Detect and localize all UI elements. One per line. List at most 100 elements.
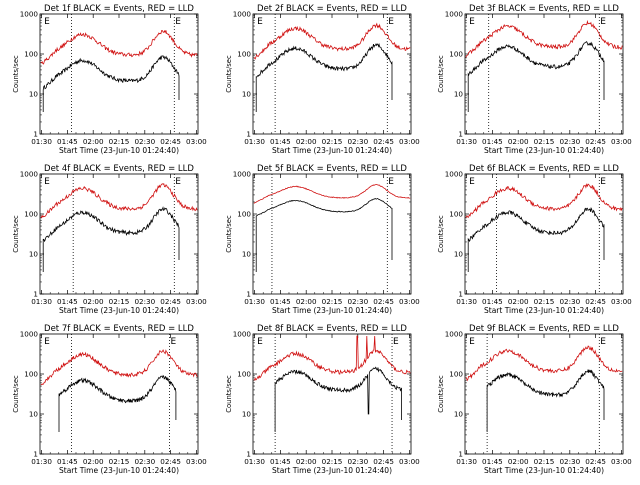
y-axis-label: Counts/sec <box>225 215 233 253</box>
event-marker-label: E <box>44 337 50 347</box>
x-tick-label: 01:45 <box>482 297 503 306</box>
x-tick-label: 02:00 <box>508 297 529 306</box>
y-tick-label: 1000 <box>445 330 464 339</box>
detector-panel-4: Det 4f BLACK = Events, RED = LLD 1 10 100 10… <box>12 164 207 315</box>
x-tick-label: 01:45 <box>57 457 78 466</box>
x-tick-label: 02:45 <box>585 297 606 306</box>
y-tick-label: 10 <box>242 410 252 419</box>
x-tick-label: 01:30 <box>244 297 265 306</box>
y-tick-label: 10 <box>29 90 39 99</box>
x-tick-label: 01:30 <box>31 137 52 146</box>
event-marker-label: E <box>44 177 50 187</box>
x-tick-label: 02:15 <box>109 297 130 306</box>
y-axis-label: Counts/sec <box>12 215 20 253</box>
y-tick-label: 10 <box>242 250 252 259</box>
series-line-lld <box>465 19 623 58</box>
y-tick-label: 10 <box>454 90 464 99</box>
series-line-events <box>467 206 605 272</box>
y-tick-label: 1000 <box>233 10 252 19</box>
series-line-lld <box>40 182 198 219</box>
panel-title: Det 4f BLACK = Events, RED = LLD <box>44 164 194 174</box>
y-tick-label: 1 <box>458 450 463 459</box>
panel-title: Det 1f BLACK = Events, RED = LLD <box>44 4 194 14</box>
event-marker-label: E <box>393 337 399 347</box>
x-tick-label: 01:45 <box>57 297 78 306</box>
detector-panel-3: Det 3f BLACK = Events, RED = LLD 1 10 100 10… <box>437 4 632 155</box>
x-tick-label: 01:45 <box>270 457 291 466</box>
x-tick-label: 01:45 <box>270 297 291 306</box>
event-marker-label: E <box>388 17 394 27</box>
y-axis-label: Counts/sec <box>12 375 20 413</box>
y-tick-label: 10 <box>242 90 252 99</box>
x-tick-label: 02:30 <box>347 457 368 466</box>
x-tick-label: 01:45 <box>482 137 503 146</box>
x-tick-label: 01:30 <box>456 137 477 146</box>
panel-title: Det 3f BLACK = Events, RED = LLD <box>469 4 619 14</box>
series-line-events <box>255 198 393 272</box>
event-marker-label: E <box>175 177 181 187</box>
event-marker-label: E <box>171 337 177 347</box>
event-marker-label: E <box>600 17 606 27</box>
y-tick-label: 1000 <box>233 170 252 179</box>
y-tick-label: 100 <box>24 370 38 379</box>
series-line-events <box>486 369 605 432</box>
x-tick-label: 01:45 <box>482 457 503 466</box>
event-marker-label: E <box>257 337 263 347</box>
plot-frame <box>39 333 199 455</box>
panel-title: Det 2f BLACK = Events, RED = LLD <box>257 4 407 14</box>
event-marker-label: E <box>469 177 475 187</box>
y-axis-label: Counts/sec <box>437 215 445 253</box>
x-tick-label: 02:00 <box>296 137 317 146</box>
x-tick-label: 01:30 <box>31 297 52 306</box>
x-tick-label: 02:15 <box>109 137 130 146</box>
series-line-lld <box>253 183 411 204</box>
series-line-events <box>255 43 393 112</box>
y-tick-label: 1 <box>33 450 38 459</box>
y-tick-label: 1000 <box>445 10 464 19</box>
x-tick-label: 02:30 <box>559 297 580 306</box>
x-tick-label: 03:00 <box>399 297 420 306</box>
y-tick-label: 1 <box>33 290 38 299</box>
x-axis-label: Start Time (23-Jun-10 01:24:40) <box>272 146 392 155</box>
y-tick-label: 100 <box>449 50 463 59</box>
series-line-events <box>58 374 177 432</box>
y-axis-label: Counts/sec <box>12 55 20 93</box>
x-tick-label: 01:45 <box>270 137 291 146</box>
y-tick-label: 100 <box>237 50 251 59</box>
x-axis-label: Start Time (23-Jun-10 01:24:40) <box>272 306 392 315</box>
x-tick-label: 02:15 <box>534 137 555 146</box>
y-tick-label: 100 <box>237 370 251 379</box>
event-marker-label: E <box>600 177 606 187</box>
y-tick-label: 1 <box>246 450 251 459</box>
y-tick-label: 1000 <box>20 10 39 19</box>
x-tick-label: 02:00 <box>83 137 104 146</box>
detector-panel-1: Det 1f BLACK = Events, RED = LLD 1 10 100 10… <box>12 4 207 155</box>
x-tick-label: 02:45 <box>373 457 394 466</box>
x-tick-label: 01:30 <box>244 137 265 146</box>
x-tick-label: 02:00 <box>508 137 529 146</box>
event-marker-label: E <box>44 17 50 27</box>
x-tick-label: 02:15 <box>322 297 343 306</box>
x-tick-label: 03:00 <box>186 457 207 466</box>
x-tick-label: 02:30 <box>347 137 368 146</box>
event-marker-label: E <box>469 17 475 27</box>
y-tick-label: 100 <box>24 50 38 59</box>
x-tick-label: 02:15 <box>322 457 343 466</box>
x-tick-label: 02:30 <box>347 297 368 306</box>
x-axis-label: Start Time (23-Jun-10 01:24:40) <box>484 466 604 475</box>
x-tick-label: 02:45 <box>160 297 181 306</box>
x-axis-label: Start Time (23-Jun-10 01:24:40) <box>59 466 179 475</box>
x-tick-label: 01:45 <box>57 137 78 146</box>
event-marker-label: E <box>600 337 606 347</box>
y-axis-label: Counts/sec <box>225 375 233 413</box>
x-tick-label: 02:00 <box>296 297 317 306</box>
detector-panel-7: Det 7f BLACK = Events, RED = LLD 1 10 100 10… <box>12 324 207 475</box>
plot-frame <box>252 333 412 455</box>
series-line-lld <box>40 29 198 65</box>
detector-panel-6: Det 6f BLACK = Events, RED = LLD 1 10 100 10… <box>437 164 632 315</box>
y-axis-label: Counts/sec <box>437 375 445 413</box>
event-marker-label: E <box>257 17 263 27</box>
y-tick-label: 1 <box>33 130 38 139</box>
x-tick-label: 03:00 <box>611 137 632 146</box>
